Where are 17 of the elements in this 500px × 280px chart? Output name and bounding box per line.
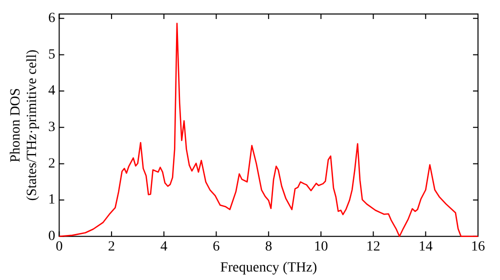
x-tick-label: 8 bbox=[265, 239, 272, 254]
y-tick-label: 6 bbox=[48, 11, 56, 26]
y-tick-label: 3 bbox=[48, 120, 56, 136]
x-axis-title: Frequency (THz) bbox=[220, 260, 318, 276]
y-tick-label: 1 bbox=[48, 192, 56, 208]
y-tick-label: 0 bbox=[48, 229, 56, 244]
x-tick-label: 12 bbox=[366, 239, 380, 254]
x-tick-label: 16 bbox=[471, 239, 485, 254]
x-tick-label: 10 bbox=[314, 239, 328, 254]
x-tick-label: 14 bbox=[418, 239, 433, 254]
x-tick-label: 4 bbox=[160, 239, 168, 254]
y-tick-label: 2 bbox=[48, 156, 56, 172]
x-tick-label: 2 bbox=[108, 239, 116, 254]
y-tick-label: 4 bbox=[48, 84, 56, 99]
x-tick-label: 6 bbox=[212, 239, 220, 254]
y-axis-title: Phonon DOS (States/THz·primitive cell) bbox=[8, 49, 40, 201]
y-tick-label: 5 bbox=[48, 47, 56, 62]
